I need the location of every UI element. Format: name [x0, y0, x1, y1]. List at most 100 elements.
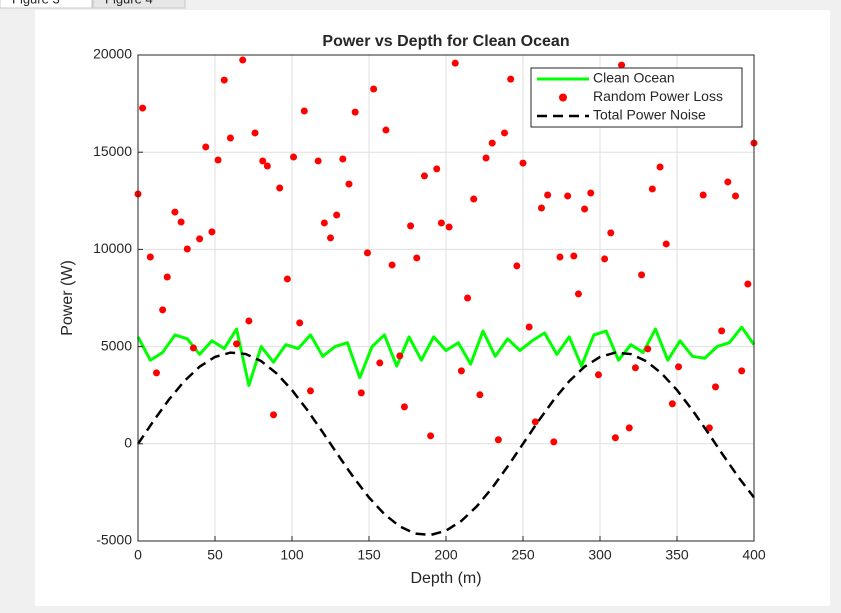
- scatter-point: [388, 261, 396, 269]
- scatter-point: [413, 254, 421, 262]
- scatter-point: [537, 204, 545, 212]
- scatter-point: [400, 403, 408, 411]
- y-tick-label: 15000: [93, 143, 132, 159]
- scatter-point: [437, 219, 445, 227]
- legend-label: Total Power Noise: [593, 107, 706, 123]
- scatter-point: [611, 434, 619, 442]
- scatter-point: [501, 129, 509, 137]
- scatter-point: [214, 156, 222, 164]
- scatter-point: [171, 208, 179, 216]
- scatter-point: [675, 363, 683, 371]
- scatter-point: [544, 191, 552, 199]
- x-axis-label: Depth (m): [410, 570, 481, 587]
- scatter-point: [601, 255, 609, 263]
- scatter-point: [587, 189, 595, 197]
- scatter-point: [283, 275, 291, 283]
- scatter-point: [233, 340, 241, 348]
- scatter-point: [724, 178, 732, 186]
- scatter-point: [644, 345, 652, 353]
- scatter-point: [638, 271, 646, 279]
- scatter-point: [427, 432, 435, 440]
- tab[interactable]: [92, 0, 186, 9]
- scatter-point: [513, 262, 521, 270]
- x-tick-label: 300: [588, 547, 612, 563]
- y-axis-label: Power (W): [59, 260, 76, 336]
- x-tick-label: 400: [742, 547, 766, 563]
- scatter-point: [146, 253, 154, 261]
- y-tick-label: 10000: [93, 240, 132, 256]
- scatter-point: [306, 387, 314, 395]
- series-line: [136, 351, 755, 537]
- legend: Clean Ocean Random Power Loss Total Power …: [530, 67, 743, 128]
- scatter-point: [202, 143, 210, 151]
- scatter-point: [494, 436, 502, 444]
- x-tick-label: 100: [280, 547, 304, 563]
- x-tick-label: 200: [434, 547, 458, 563]
- scatter-point: [183, 245, 191, 253]
- legend-swatch: [559, 93, 567, 102]
- scatter-point: [290, 153, 298, 161]
- scatter-point: [139, 104, 147, 112]
- scatter-point: [631, 364, 639, 372]
- scatter-point: [339, 155, 347, 163]
- scatter-point: [396, 352, 404, 360]
- scatter-point: [656, 163, 664, 171]
- scatter-point: [507, 75, 515, 83]
- scatter-point: [738, 367, 746, 375]
- scatter-point: [470, 195, 478, 203]
- scatter-point: [333, 211, 341, 219]
- scatter-point: [457, 367, 465, 375]
- tab[interactable]: [0, 0, 93, 9]
- scatter-point: [488, 139, 496, 147]
- scatter-point: [732, 192, 740, 200]
- scatter-point: [699, 191, 707, 199]
- scatter-point: [594, 371, 602, 379]
- scatter-point: [296, 319, 304, 327]
- x-tick-label: 250: [511, 547, 535, 563]
- y-tick-label: 5000: [101, 337, 132, 353]
- scatter-point: [519, 159, 527, 167]
- x-tick-label: 150: [357, 547, 381, 563]
- scatter-point: [189, 344, 197, 352]
- scatter-point: [263, 162, 271, 170]
- scatter-point: [712, 383, 719, 391]
- scatter-point: [744, 280, 752, 288]
- scatter-point: [705, 424, 713, 432]
- scatter-point: [208, 228, 216, 236]
- tab-label[interactable]: Figure 4: [105, 0, 153, 6]
- scatter-point: [370, 85, 378, 93]
- scatter-point: [239, 56, 247, 64]
- scatter-point: [314, 157, 322, 165]
- scatter-point: [433, 165, 441, 173]
- y-tick-label: -5000: [96, 532, 132, 548]
- x-tick-label: 350: [665, 547, 689, 563]
- scatter-point: [564, 192, 572, 200]
- scatter-point: [607, 229, 615, 237]
- y-tick-label: 0: [124, 435, 132, 451]
- series-line: [136, 325, 756, 387]
- scatter-point: [357, 389, 365, 397]
- tab-label[interactable]: Figure 3: [12, 0, 60, 6]
- labels: 0 50 100 150 200 250 300 350 400-500005000100001…: [93, 46, 766, 563]
- scatter-point: [648, 185, 656, 193]
- legend-label: Clean Ocean: [593, 70, 675, 86]
- scatter-point: [226, 134, 234, 142]
- scatter-point: [159, 306, 167, 314]
- scatter-point: [574, 290, 582, 298]
- scatter-point: [270, 411, 278, 419]
- scatter-point: [581, 205, 589, 213]
- scatter-point: [251, 129, 259, 137]
- scatter-point: [382, 126, 390, 134]
- scatter-point: [550, 438, 558, 446]
- scatter-point: [570, 252, 578, 260]
- scatter-point: [363, 249, 371, 257]
- scatter-point: [327, 234, 334, 242]
- scatter-point: [531, 418, 539, 426]
- scatter-point: [625, 424, 633, 432]
- scatter-point: [320, 219, 328, 227]
- scatter-point: [476, 391, 484, 399]
- scatter-point: [407, 222, 415, 230]
- marks: [134, 56, 758, 537]
